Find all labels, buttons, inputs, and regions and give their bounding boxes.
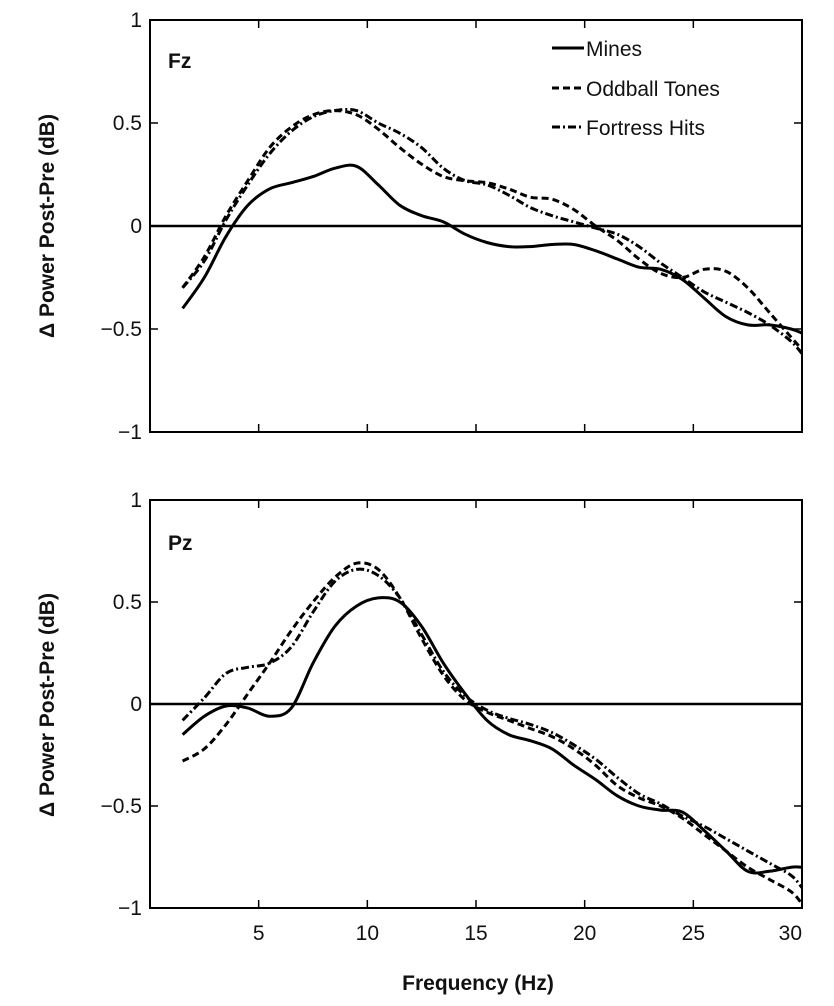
x-tick-label: 25 [682,922,705,945]
series-line-mines [181,596,803,875]
panel-label: Fz [168,50,191,73]
legend-entry-fortress-hits: Fortress Hits [552,117,705,140]
axis-ticks: −1−0.500.515 10 15 20 25 30 [101,489,803,945]
series-line-oddball-tones [181,561,804,905]
y-tick-label: 1 [130,489,142,512]
panel-label: Pz [168,532,193,555]
y-tick-label: −1 [118,897,142,920]
legend-entry-mines: Mines [552,38,642,61]
x-tick-label: 10 [356,922,379,945]
y-tick-label: −0.5 [101,318,142,341]
y-tick-label: 0 [130,693,142,716]
x-tick-label: 5 [253,922,265,945]
series-line-fortress-hits [181,567,804,889]
y-axis-label: Δ Power Post-Pre (dB) [36,593,59,817]
legend-entry-oddball-tones: Oddball Tones [552,78,720,101]
y-tick-label: −0.5 [101,795,142,818]
legend-label-oddball-tones: Oddball Tones [586,78,720,101]
series-line-fortress-hits [181,107,804,355]
y-tick-label: 1 [130,9,142,32]
axis-ticks: −1 −0.5 0 0.5 1 [101,9,803,444]
x-tick-label: 30 [779,922,802,945]
y-tick-label: 0 [130,215,142,238]
x-tick-label: 20 [573,922,596,945]
series-lines [181,107,804,355]
chart-panel-pz: −1−0.500.515 10 15 20 25 30 Pz Δ Power Post-P… [36,489,804,995]
legend-label-fortress-hits: Fortress Hits [586,117,705,140]
y-tick-label: 0.5 [113,112,142,135]
series-lines [181,561,804,905]
x-axis-label: Frequency (Hz) [402,972,554,995]
legend: Mines Oddball Tones Fortress Hits [552,38,720,140]
y-axis-label: Δ Power Post-Pre (dB) [36,114,59,338]
y-tick-label: 0.5 [113,591,142,614]
chart-panel-fz: −1 −0.5 0 0.5 1 Fz Δ Power Post-Pre (dB) Min… [36,9,804,444]
legend-label-mines: Mines [586,38,642,61]
series-line-mines [181,163,803,335]
series-line-oddball-tones [181,109,804,351]
x-tick-label: 15 [464,922,487,945]
y-tick-label: −1 [118,421,142,444]
